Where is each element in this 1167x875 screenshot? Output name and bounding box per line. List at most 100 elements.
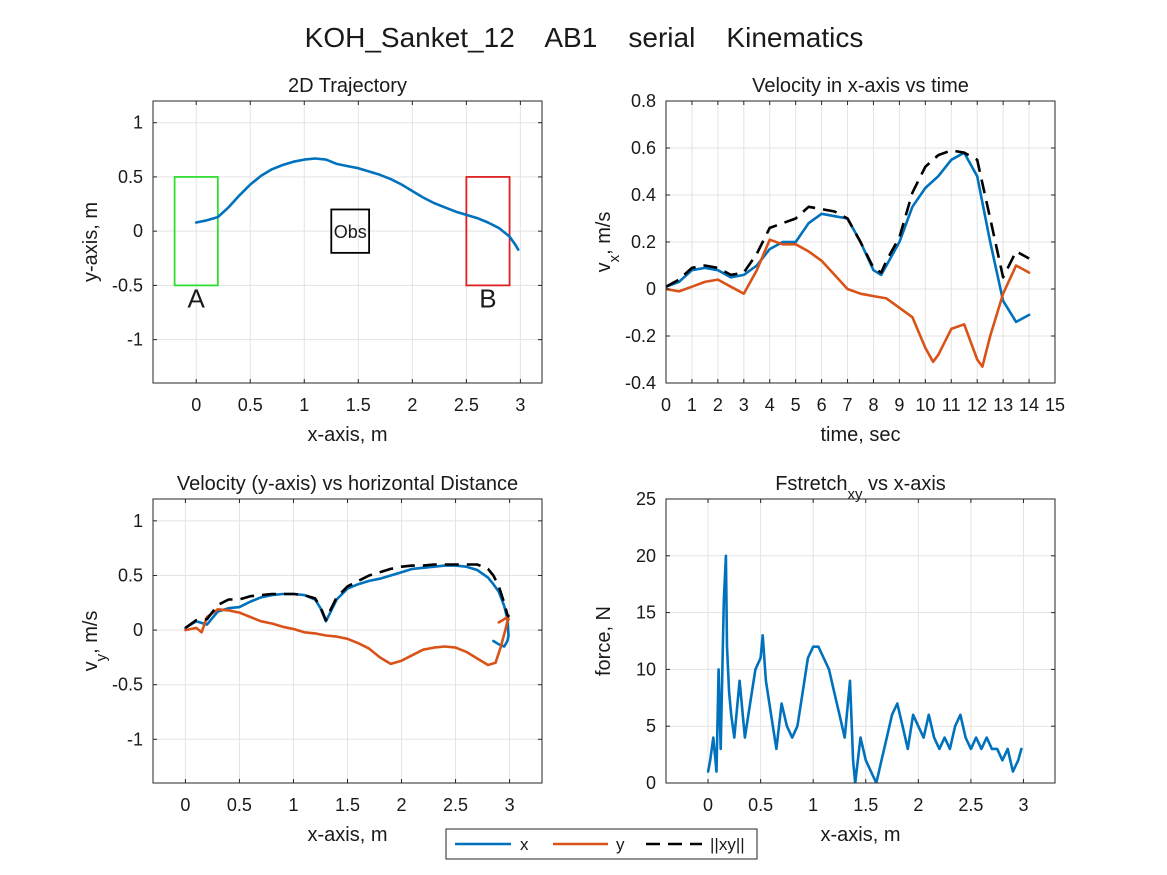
x-tick-label: 8	[868, 395, 878, 415]
y-axis-label: vy, m/s	[80, 611, 110, 672]
y-tick-label: -1	[127, 330, 143, 350]
x-tick-label: 10	[915, 395, 935, 415]
region-box-obs	[330, 208, 371, 254]
series-line-x	[184, 564, 510, 648]
series-line-y	[666, 238, 1031, 368]
y-tick-label: 1	[133, 511, 143, 531]
x-tick-label: 0	[180, 795, 190, 815]
y-axis-label: y-axis, m	[80, 202, 102, 282]
x-tick-label: 3	[505, 795, 515, 815]
x-tick-label: 1.5	[335, 795, 360, 815]
x-tick-label: 7	[843, 395, 853, 415]
x-tick-label: 0.5	[238, 395, 263, 415]
legend-label-3: ||xy||	[710, 835, 745, 854]
figure-title: KOH_Sanket_12 AB1 serial Kinematics	[305, 22, 864, 53]
x-tick-label: 1.5	[346, 395, 371, 415]
y-tick-label: 0	[133, 221, 143, 241]
x-tick-label: 1.5	[853, 795, 878, 815]
y-tick-label: 15	[636, 603, 656, 623]
region-label-b: B	[479, 283, 496, 313]
chart-2: 0 1 2 3 4 5 6 7 8 9 10 11 12 13 14 15-0.4-0.200.20.40.6…	[593, 75, 1065, 446]
x-tick-label: 2.5	[958, 795, 983, 815]
y-tick-label: 0.2	[631, 232, 656, 252]
y-tick-label: 0	[133, 620, 143, 640]
series-line-x	[706, 554, 1023, 783]
x-tick-label: 0.5	[227, 795, 252, 815]
x-tick-label: 1	[288, 795, 298, 815]
chart-title: 2D Trajectory	[288, 75, 407, 97]
x-axis-label: x-axis, m	[821, 824, 901, 846]
y-axis-label: force, N	[593, 606, 615, 676]
x-tick-label: 2.5	[454, 395, 479, 415]
y-tick-label: 0.5	[118, 565, 143, 585]
x-tick-label: 2	[713, 395, 723, 415]
y-tick-label: 0	[646, 279, 656, 299]
x-tick-label: 2	[397, 795, 407, 815]
x-axis-label: x-axis, m	[308, 824, 388, 846]
x-tick-label: 0	[703, 795, 713, 815]
legend: x y ||xy||	[445, 828, 758, 860]
x-tick-label: 6	[817, 395, 827, 415]
x-tick-label: 3	[515, 395, 525, 415]
region-label-obs: Obs	[334, 222, 367, 242]
region-label-a: A	[188, 283, 206, 313]
x-tick-label: 0	[191, 395, 201, 415]
axes-layer: A B Obs 0 0.5 1 1.5 2 2.5 3 -1 -0.5 0 0.5 1 2D Trajecto…	[80, 75, 1065, 846]
chart-title: Fstretchxy vs x-axis	[775, 473, 946, 503]
y-axis-label: vx, m/s	[593, 212, 623, 273]
x-axis-label: time, sec	[820, 424, 900, 446]
legend-label-1: x	[520, 835, 529, 854]
x-tick-label: 3	[739, 395, 749, 415]
series-line-mag	[666, 149, 1030, 288]
x-tick-label: 2	[913, 795, 923, 815]
chart-title: Velocity in x-axis vs time	[752, 75, 969, 97]
y-tick-label: 0.8	[631, 91, 656, 111]
axes-frame	[152, 100, 543, 384]
x-tick-label: 3	[1018, 795, 1028, 815]
x-tick-label: 13	[993, 395, 1013, 415]
y-tick-label: 25	[636, 489, 656, 509]
x-tick-label: 1	[808, 795, 818, 815]
y-tick-label: -0.5	[112, 675, 143, 695]
y-tick-label: -0.4	[625, 373, 656, 393]
x-tick-label: 1	[687, 395, 697, 415]
region-box-a	[173, 176, 219, 287]
legend-label-2: y	[616, 835, 625, 854]
x-tick-label: 14	[1019, 395, 1039, 415]
chart-4: 0 0.5 1 1.5 2 2.5 3 0 5 10 15 20 25 Fstretchxy vs x-a…	[593, 473, 1056, 846]
y-tick-label: -1	[127, 729, 143, 749]
x-tick-label: 5	[791, 395, 801, 415]
x-tick-label: 0.5	[748, 795, 773, 815]
y-tick-label: 0.6	[631, 138, 656, 158]
x-tick-label: 11	[942, 395, 961, 415]
y-tick-label: 20	[636, 546, 656, 566]
plot-area	[666, 499, 1055, 783]
x-tick-label: 12	[967, 395, 987, 415]
x-tick-label: 4	[765, 395, 775, 415]
series-line-x	[194, 157, 520, 251]
x-tick-label: 2.5	[443, 795, 468, 815]
chart-3: 0 0.5 1 1.5 2 2.5 3 -1 -0.5 0 0.5 1 Velocity (y-axis…	[80, 473, 543, 846]
series-line-y	[184, 607, 510, 667]
series-line-mag	[184, 563, 510, 629]
region-box-b	[465, 176, 511, 287]
y-tick-label: 0.4	[631, 185, 656, 205]
y-tick-label: 10	[636, 659, 656, 679]
x-tick-label: 9	[894, 395, 904, 415]
y-tick-label: 0	[646, 773, 656, 793]
y-tick-label: 0.5	[118, 167, 143, 187]
y-tick-label: 1	[133, 113, 143, 133]
x-tick-label: 0	[661, 395, 671, 415]
chart-1: A B Obs 0 0.5 1 1.5 2 2.5 3 -1 -0.5 0 0.5 1 2D Trajecto…	[80, 75, 543, 446]
y-tick-label: -0.2	[625, 326, 656, 346]
y-tick-label: -0.5	[112, 275, 143, 295]
chart-title: Velocity (y-axis) vs horizontal Distance	[177, 473, 518, 495]
axes-frame	[665, 498, 1056, 784]
series-line-x	[666, 151, 1031, 324]
x-tick-label: 2	[407, 395, 417, 415]
x-tick-label: 1	[299, 395, 309, 415]
x-tick-label: 15	[1045, 395, 1065, 415]
x-axis-label: x-axis, m	[308, 424, 388, 446]
y-tick-label: 5	[646, 716, 656, 736]
